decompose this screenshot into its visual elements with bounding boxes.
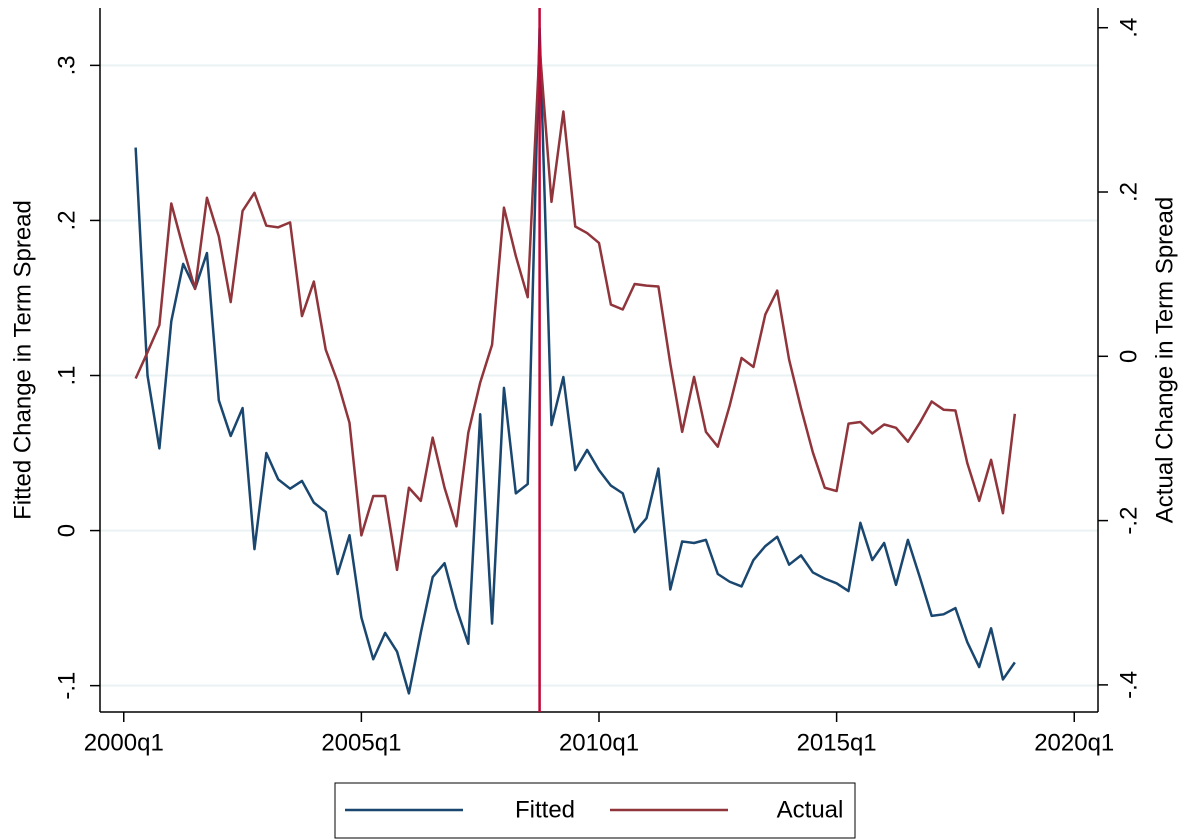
x-tick-label: 2005q1: [321, 729, 401, 756]
y2-tick-label: -.4: [1115, 671, 1142, 699]
legend-label: Fitted: [515, 796, 575, 823]
series-line: [134, 26, 1016, 695]
y-axis-title: Fitted Change in Term Spread: [9, 200, 36, 520]
y-tick-label: .1: [53, 365, 80, 385]
y2-tick-label: -.2: [1115, 507, 1142, 535]
x-tick-label: 2010q1: [559, 729, 639, 756]
x-tick-label: 2015q1: [797, 729, 877, 756]
y-tick-label: 0: [53, 524, 80, 537]
y2-axis-title: Actual Change in Term Spread: [1151, 197, 1178, 523]
y-tick-label: .2: [53, 210, 80, 230]
y2-tick-label: .4: [1115, 18, 1142, 38]
y-tick-label: .3: [53, 55, 80, 75]
x-tick-label: 2000q1: [84, 729, 164, 756]
x-tick-label: 2020q1: [1034, 729, 1114, 756]
y2-tick-label: 0: [1115, 350, 1142, 363]
series-line: [134, 45, 1017, 572]
y2-tick-label: .2: [1115, 182, 1142, 202]
legend-label: Actual: [777, 796, 844, 823]
y-tick-label: -.1: [53, 672, 80, 700]
